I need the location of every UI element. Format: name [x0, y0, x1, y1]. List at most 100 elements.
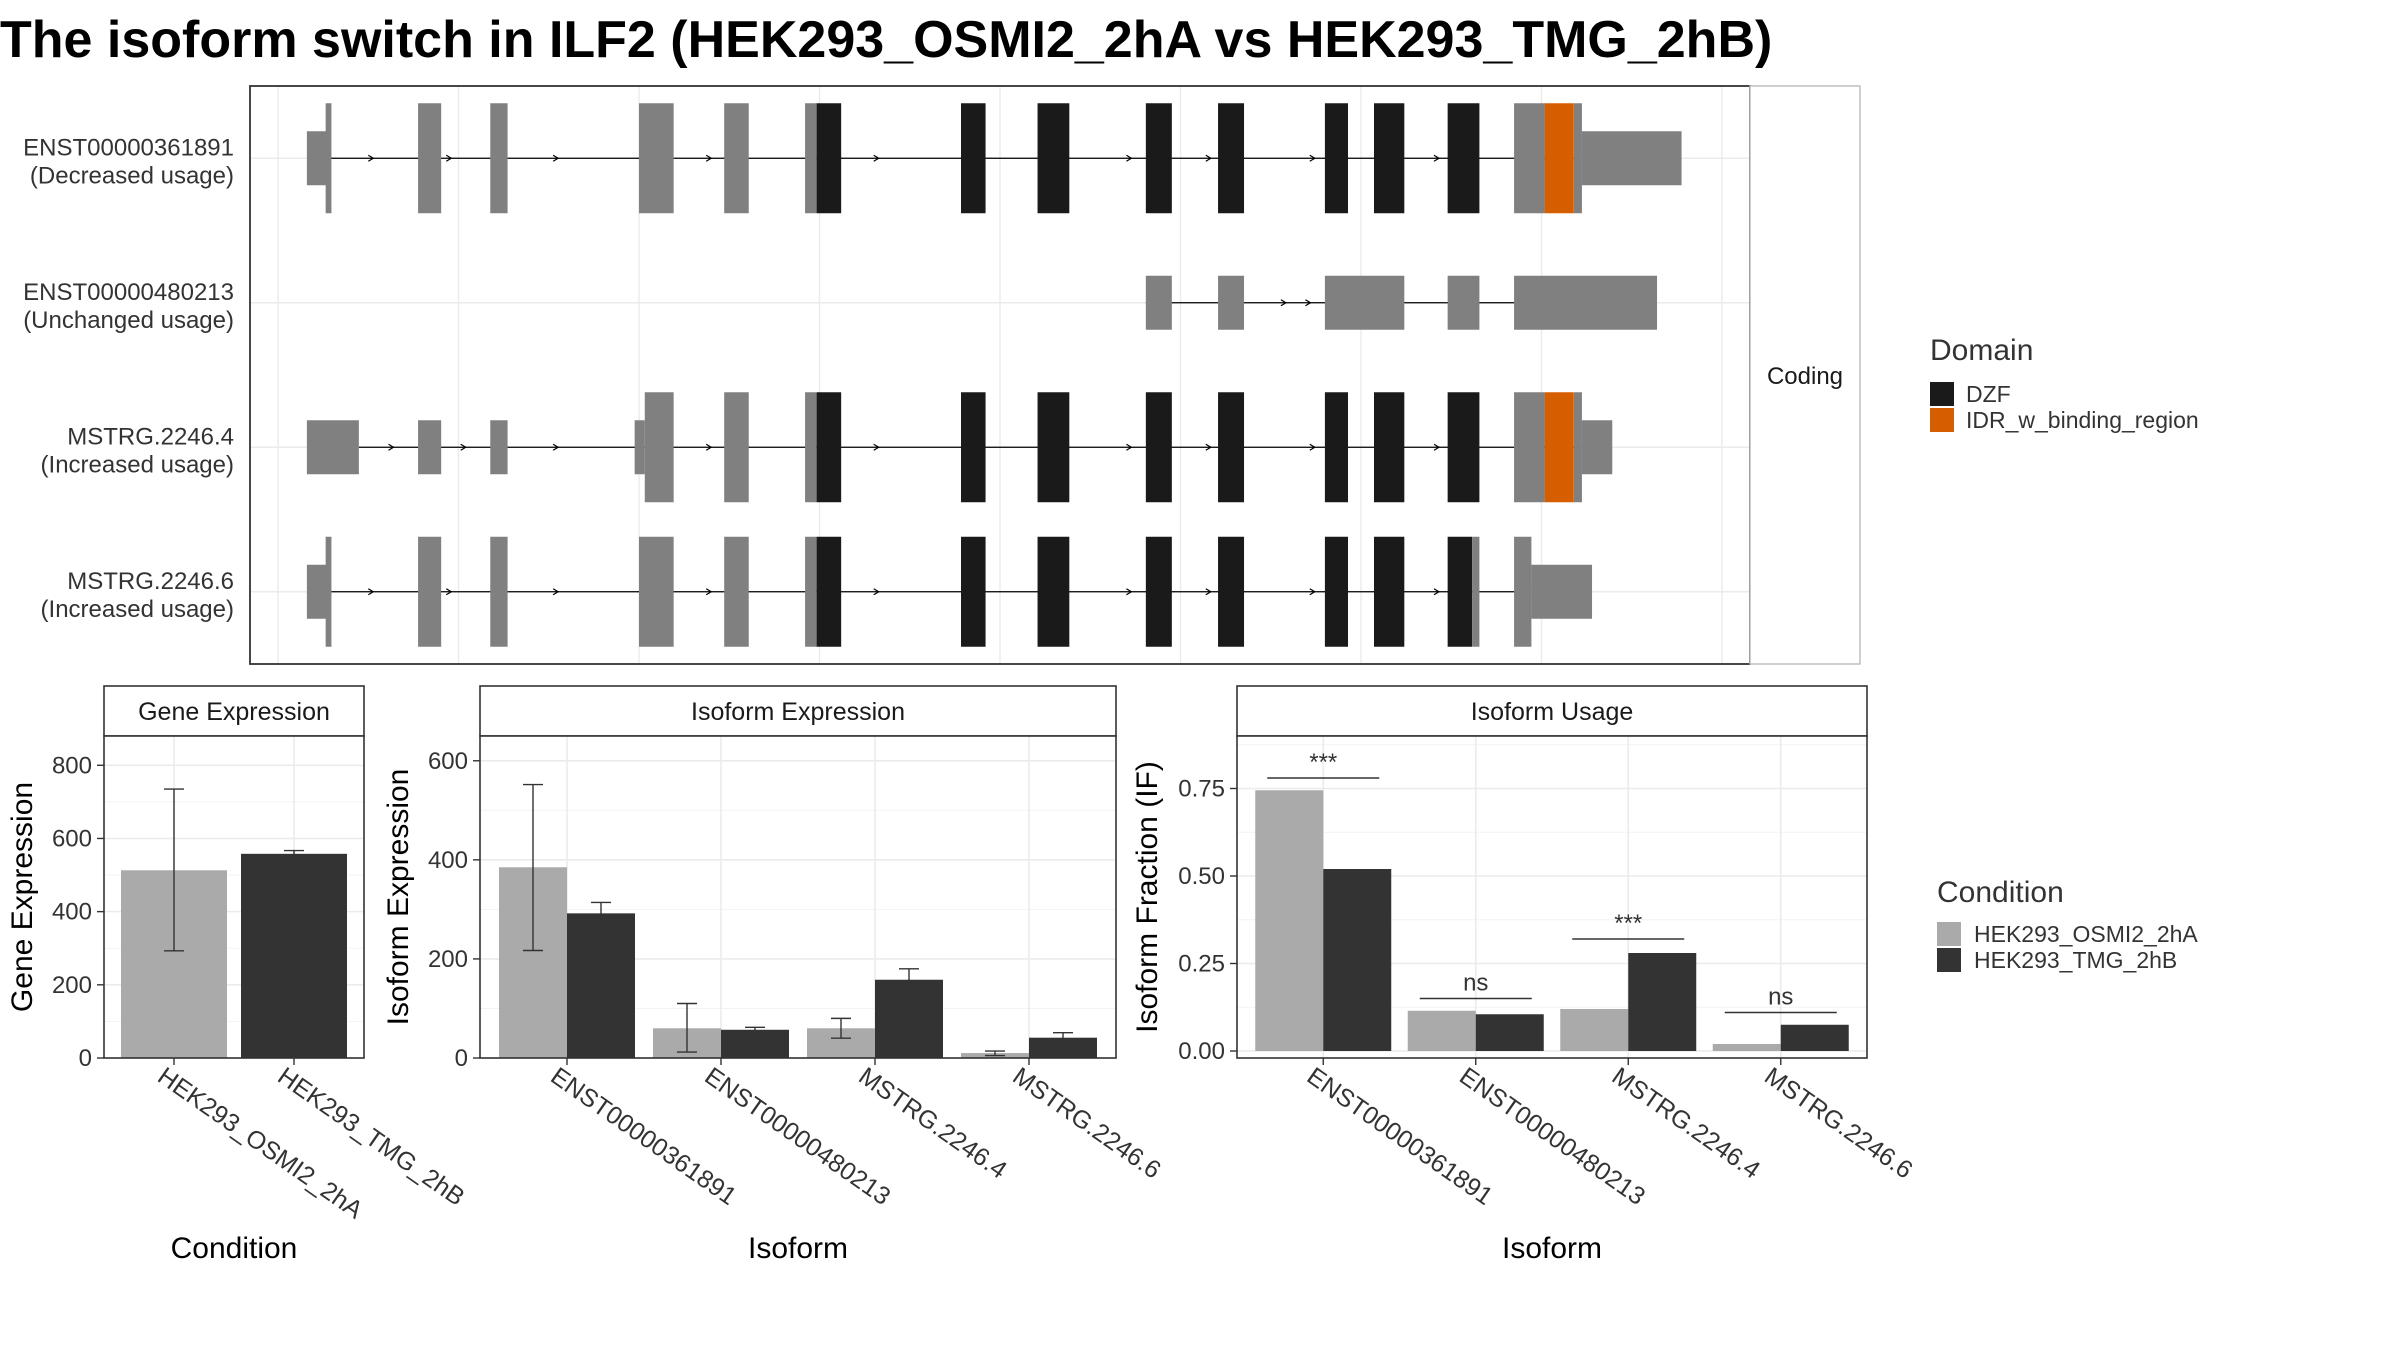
y-tick-label: 400	[428, 847, 468, 874]
transcript-usage-label: (Increased usage)	[41, 451, 234, 478]
exon	[1573, 392, 1582, 503]
facet-label-coding: Coding	[1767, 363, 1843, 390]
exon	[490, 536, 508, 647]
exon	[961, 103, 986, 214]
exon	[1544, 103, 1574, 214]
bar-HEK293_OSMI2_2hA-MSTRG.2246.6	[1712, 1044, 1781, 1051]
strand-arrow	[367, 588, 375, 596]
exon	[1037, 536, 1070, 647]
exon	[816, 392, 842, 503]
exon	[1324, 536, 1349, 647]
strand-arrow	[1205, 443, 1212, 451]
y-tick-label: 800	[52, 752, 92, 779]
exon	[1218, 536, 1245, 647]
exon	[805, 103, 817, 214]
transcript-ENST00000361891	[306, 103, 1682, 214]
strand-arrow	[552, 154, 560, 162]
strand-arrow	[705, 154, 713, 162]
exon	[1531, 564, 1593, 619]
bar-HEK293_TMG_2hB-MSTRG.2246.4	[1628, 953, 1697, 1051]
transcript-label: MSTRG.2246.6	[67, 568, 234, 595]
domain-legend-title: Domain	[1930, 334, 2033, 367]
y-tick-label: 0	[79, 1045, 92, 1072]
y-axis-title: Isoform Expression	[382, 769, 415, 1026]
facet-strip	[1749, 85, 1861, 665]
strand-arrow	[873, 588, 880, 596]
condition-legend-title: Condition	[1937, 876, 2064, 909]
exon	[1447, 536, 1473, 647]
strand-arrow	[1280, 299, 1288, 307]
strand-arrow	[873, 443, 880, 451]
exon	[1514, 275, 1658, 330]
exon	[961, 536, 986, 647]
strand-arrow	[460, 443, 467, 451]
y-tick-label: 600	[428, 748, 468, 775]
exon	[1447, 275, 1480, 330]
strand-arrow	[1433, 443, 1441, 451]
exon	[1145, 103, 1172, 214]
significance-label: ***	[1614, 910, 1642, 937]
panel-strip-title: Isoform Expression	[691, 698, 905, 726]
y-tick-label: 200	[52, 972, 92, 999]
y-tick-label: 0.50	[1178, 863, 1225, 890]
y-tick-label: 200	[428, 946, 468, 973]
y-axis-title: Gene Expression	[6, 782, 39, 1012]
exon	[816, 536, 842, 647]
exon	[1514, 103, 1545, 214]
transcript-ENST00000480213	[1145, 275, 1658, 330]
bar-HEK293_TMG_2hB-ENST00000361891	[567, 913, 635, 1058]
plot-layer: ENST00000361891(Decreased usage) ENST0000…	[6, 85, 2199, 1265]
exon	[1514, 392, 1545, 503]
exon	[1145, 536, 1172, 647]
transcript-label: ENST00000480213	[23, 279, 234, 306]
bar-HEK293_TMG_2hB-ENST00000480213	[1475, 1014, 1544, 1051]
exon	[1514, 536, 1532, 647]
condition-legend-label: HEK293_TMG_2hB	[1974, 947, 2177, 973]
exon	[418, 536, 442, 647]
y-tick-label: 0	[455, 1045, 468, 1072]
strand-arrow	[1309, 154, 1316, 162]
strand-arrow	[367, 154, 375, 162]
x-axis-title: Isoform	[748, 1232, 848, 1265]
panel-strip	[1236, 685, 1868, 737]
exon	[1581, 131, 1682, 186]
exon	[1324, 392, 1349, 503]
exon	[325, 536, 332, 647]
figure-title: The isoform switch in ILF2 (HEK293_OSMI2…	[0, 11, 1772, 69]
strand-arrow	[1126, 443, 1133, 451]
exon	[1573, 103, 1582, 214]
exon	[1145, 275, 1172, 330]
panel-strip-title: Isoform Usage	[1471, 698, 1634, 726]
exon	[816, 103, 842, 214]
exon	[1218, 392, 1245, 503]
strand-arrow	[705, 443, 713, 451]
exon	[639, 103, 674, 214]
exon	[1324, 275, 1405, 330]
transcript-usage-label: (Unchanged usage)	[23, 307, 234, 334]
exon	[1544, 392, 1574, 503]
strand-arrow	[1309, 443, 1316, 451]
transcript-MSTRG.2246.6	[306, 536, 1593, 647]
panel-border	[103, 735, 365, 1059]
exon	[418, 103, 442, 214]
bar-HEK293_TMG_2hB-MSTRG.2246.4	[875, 979, 943, 1058]
bar-HEK293_OSMI2_2hA-ENST00000361891	[1255, 790, 1324, 1051]
strand-arrow	[1126, 588, 1133, 596]
transcript-usage-label: (Increased usage)	[41, 596, 234, 623]
strand-arrow	[1309, 588, 1316, 596]
exon	[418, 420, 442, 475]
exon	[325, 103, 332, 214]
bar-HEK293_TMG_2hB-HEK293_TMG_2hB	[241, 853, 347, 1058]
condition-legend-label: HEK293_OSMI2_2hA	[1974, 921, 2198, 947]
exon	[805, 392, 817, 503]
x-tick-label: MSTRG.2246.4	[854, 1062, 1012, 1185]
exon	[306, 131, 330, 186]
transcript-usage-label: (Decreased usage)	[30, 162, 234, 189]
transcript-MSTRG.2246.4	[306, 392, 1613, 503]
exon	[1145, 392, 1172, 503]
exon	[639, 536, 674, 647]
exon	[724, 536, 749, 647]
exon	[1373, 536, 1405, 647]
exon	[1037, 392, 1070, 503]
